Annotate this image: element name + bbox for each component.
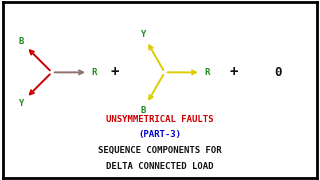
- Text: DELTA CONNECTED LOAD: DELTA CONNECTED LOAD: [106, 162, 214, 171]
- Text: SEQUENCE COMPONENTS FOR: SEQUENCE COMPONENTS FOR: [98, 146, 222, 155]
- Text: R: R: [92, 68, 97, 77]
- Text: R: R: [204, 68, 210, 77]
- Text: B: B: [140, 106, 145, 115]
- Text: +: +: [110, 65, 119, 79]
- Text: Y: Y: [140, 30, 145, 39]
- Text: Y: Y: [18, 99, 23, 108]
- Text: UNSYMMETRICAL FAULTS: UNSYMMETRICAL FAULTS: [106, 115, 214, 124]
- Text: +: +: [229, 65, 238, 79]
- Text: 0: 0: [274, 66, 281, 79]
- Text: B: B: [18, 37, 23, 46]
- Text: (PART-3): (PART-3): [139, 130, 181, 140]
